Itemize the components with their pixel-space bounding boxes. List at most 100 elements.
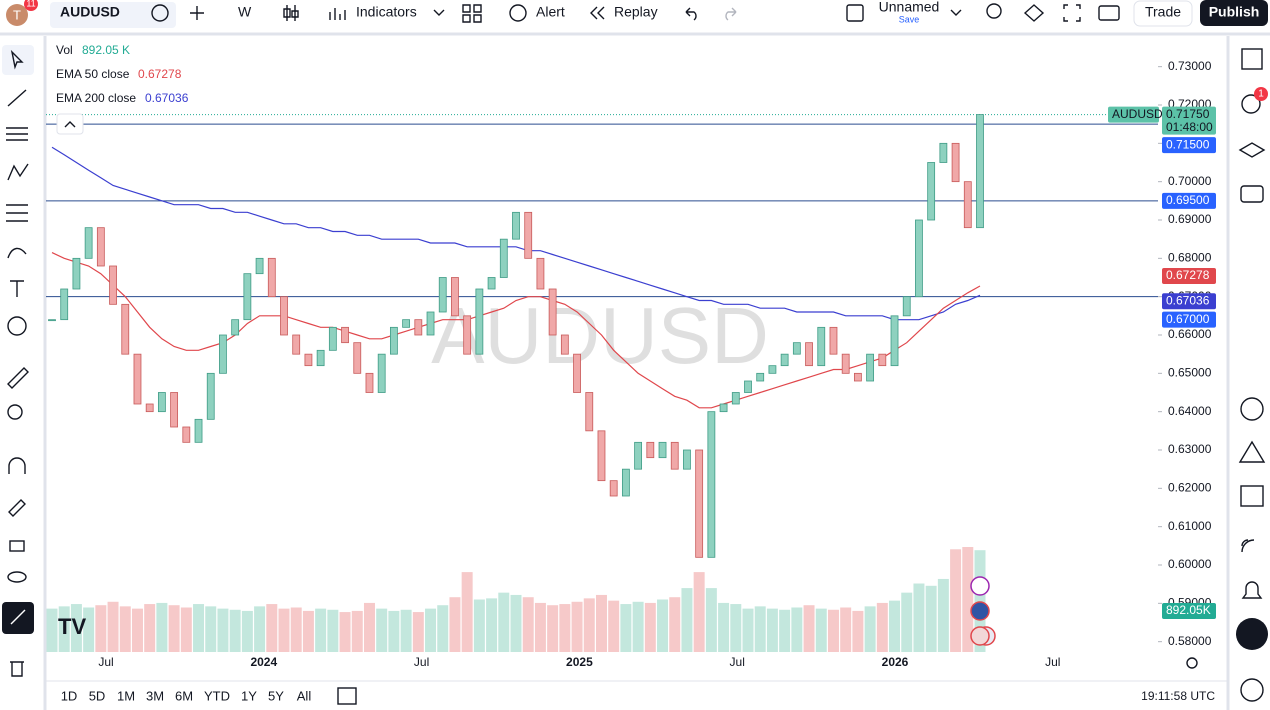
symbol-tag: AUDUSD (1112, 107, 1163, 121)
undo-icon[interactable] (685, 7, 697, 21)
collapse-legend[interactable] (56, 113, 84, 135)
search-icon[interactable] (986, 3, 1002, 19)
pattern-tool[interactable] (7, 163, 29, 181)
layout-save[interactable]: Save (899, 14, 920, 24)
line-tool[interactable] (7, 89, 27, 107)
emoji-tool[interactable] (7, 316, 27, 336)
layout-box[interactable] (846, 4, 864, 22)
timeframe-button[interactable]: 1Y (241, 688, 257, 703)
event-flag[interactable] (970, 601, 990, 621)
fullscreen-icon[interactable] (1063, 4, 1081, 22)
date-range-icon[interactable] (337, 687, 357, 705)
publish-button-bg[interactable] (1200, 0, 1268, 26)
candle (927, 162, 936, 221)
timeframe-button[interactable]: 5Y (268, 688, 284, 703)
avatar-letter: T (13, 7, 21, 22)
volume-bar (766, 608, 778, 652)
layers-icon[interactable] (1238, 142, 1266, 158)
avatar[interactable] (6, 4, 28, 26)
candle (853, 372, 862, 382)
text-tool[interactable] (10, 280, 24, 297)
dropdown-icon[interactable] (950, 9, 962, 16)
fib-tool[interactable] (6, 127, 28, 141)
notify-icon[interactable] (1241, 581, 1263, 599)
indicators-button[interactable]: Indicators (356, 4, 417, 20)
clock: 19:11:58 UTC (1141, 689, 1215, 703)
indicators-icon[interactable] (329, 8, 346, 20)
x-tick-label: Jul (730, 655, 745, 669)
snapshot-icon[interactable] (1098, 5, 1120, 21)
volume-bar (547, 605, 559, 652)
dropdown-icon[interactable] (433, 9, 445, 16)
layout-icon[interactable] (462, 4, 482, 23)
draw-lock-tool[interactable] (8, 499, 26, 517)
layout-name[interactable]: Unnamed (879, 0, 940, 15)
redo-icon[interactable] (725, 7, 737, 21)
volume-bar (376, 608, 388, 652)
link-tool[interactable] (10, 609, 26, 625)
trade-button-bg[interactable] (1133, 0, 1193, 27)
alerts-icon[interactable] (1241, 94, 1261, 114)
replay-icon[interactable] (590, 6, 605, 20)
candle (890, 315, 899, 367)
volume-bar (388, 610, 400, 652)
x-tick-label: Jul (98, 655, 113, 669)
volume-bar (339, 612, 351, 652)
candle (536, 257, 545, 290)
interval[interactable]: W (238, 4, 252, 20)
candle (658, 441, 667, 459)
candle (756, 372, 765, 382)
compare-icon[interactable] (151, 4, 169, 22)
visibility-tool[interactable] (7, 571, 27, 583)
candle (902, 296, 911, 317)
timeframe-button[interactable]: 6M (175, 688, 193, 703)
volume-bar (302, 610, 314, 652)
timeframe-button[interactable]: All (297, 688, 312, 703)
cursor-tool[interactable] (10, 49, 24, 70)
timeframe-button[interactable]: 1M (117, 688, 135, 703)
forecast-tool[interactable] (6, 204, 28, 222)
apps-button[interactable] (1236, 618, 1268, 650)
alert-button[interactable]: Alert (536, 4, 565, 20)
volume-bar (290, 607, 302, 652)
publish-button[interactable]: Publish (1209, 4, 1260, 20)
brush-tool[interactable] (7, 247, 27, 259)
zoom-tool[interactable] (7, 404, 23, 420)
link-tool-bg[interactable] (2, 602, 34, 634)
watchlist-icon[interactable] (1241, 48, 1263, 70)
volume-bar (156, 602, 168, 652)
symbol-search[interactable] (50, 2, 176, 28)
trade-button[interactable]: Trade (1145, 4, 1181, 20)
stream-icon[interactable] (1241, 539, 1255, 553)
magnet-tool[interactable] (8, 457, 26, 474)
axis-settings[interactable] (1186, 657, 1198, 669)
measure-tool[interactable] (7, 367, 29, 389)
candle (829, 326, 838, 355)
candle (341, 326, 349, 344)
timeframe-button[interactable]: 3M (146, 688, 164, 703)
timeframe-button[interactable]: YTD (204, 688, 230, 703)
event-flag[interactable] (970, 626, 990, 646)
candle (731, 392, 740, 405)
ideas-icon[interactable] (1238, 440, 1266, 463)
candle (817, 326, 826, 367)
volume-bar (70, 604, 82, 652)
alert-icon[interactable] (509, 4, 527, 22)
chart-type-icon[interactable] (283, 5, 299, 21)
volume-bar (864, 606, 876, 652)
candle (121, 303, 130, 355)
add-icon[interactable] (190, 6, 204, 20)
timeframe-button[interactable]: 1D (61, 688, 78, 703)
settings-icon[interactable] (1023, 4, 1045, 22)
help-icon[interactable] (1240, 678, 1264, 702)
candle (438, 277, 447, 313)
timeframe-button[interactable]: 5D (89, 688, 106, 703)
target-icon[interactable] (1240, 397, 1264, 421)
calendar-icon[interactable] (1240, 485, 1264, 507)
replay-button[interactable]: Replay (614, 4, 658, 20)
event-icon[interactable] (970, 576, 990, 596)
chat-icon[interactable] (1240, 185, 1264, 203)
lock-tool[interactable] (9, 540, 25, 552)
candle (780, 353, 789, 367)
trash-tool[interactable] (10, 661, 24, 677)
